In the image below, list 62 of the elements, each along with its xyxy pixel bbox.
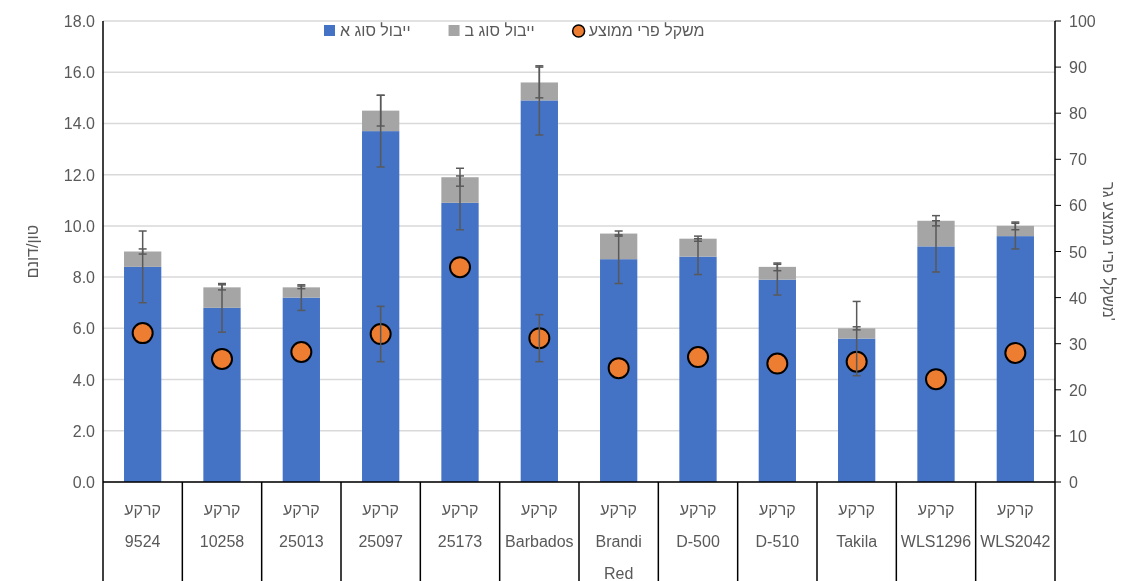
- bar: [203, 307, 241, 482]
- bar: [838, 328, 876, 339]
- y-tick-label: 12.0: [63, 166, 96, 184]
- y-tick-label: 4.0: [72, 371, 96, 389]
- y2-tick-label: 90: [1069, 59, 1087, 77]
- y2-tick-label: 0: [1069, 474, 1078, 491]
- bar: [996, 236, 1034, 482]
- point: [449, 256, 471, 279]
- y2-tick-label: 30: [1069, 335, 1087, 353]
- bar: [917, 220, 955, 247]
- point: [528, 327, 551, 350]
- point: [131, 322, 154, 345]
- y-tick-label: 18.0: [63, 13, 96, 30]
- bar: [441, 177, 479, 203]
- y2-axis-title: משקל פרי ממוצע גר': [1100, 182, 1117, 321]
- bar: [362, 131, 400, 482]
- bar: [758, 266, 796, 280]
- bar: [758, 279, 796, 482]
- y2-tick-label: 40: [1069, 289, 1087, 307]
- y-tick-label: 10.0: [63, 217, 96, 235]
- bar: [600, 233, 638, 260]
- bar: [124, 251, 162, 267]
- bar: [441, 202, 479, 482]
- bar: [520, 82, 558, 101]
- bar: [679, 256, 717, 482]
- bar: [520, 100, 558, 482]
- point: [369, 323, 392, 346]
- bar: [996, 225, 1034, 237]
- point: [925, 368, 947, 391]
- legend-label: ייבול סוג ב: [464, 22, 535, 39]
- y-tick-label: 0.0: [72, 474, 96, 491]
- y-tick-label: 6.0: [72, 320, 96, 338]
- point: [607, 357, 630, 380]
- bar: [282, 297, 320, 482]
- y-tick-label: 14.0: [63, 115, 96, 133]
- point: [1004, 341, 1027, 364]
- legend-label: משקל פרי ממוצע: [588, 22, 705, 39]
- y-tick-label: 2.0: [72, 422, 96, 440]
- y2-tick-label: 50: [1069, 243, 1087, 261]
- point: [290, 341, 313, 363]
- y2-tick-label: 70: [1069, 151, 1087, 169]
- bar: [838, 338, 876, 482]
- bar: [600, 259, 638, 482]
- y-axis-title: טון/דונם: [24, 224, 41, 279]
- point: [766, 352, 789, 375]
- point: [845, 350, 868, 373]
- y-tick-label: 16.0: [63, 64, 96, 82]
- bar: [362, 110, 400, 132]
- y-tick-label: 8.0: [72, 269, 96, 287]
- y2-tick-label: 20: [1069, 381, 1087, 399]
- bar: [917, 246, 955, 482]
- point: [211, 347, 233, 370]
- y2-tick-label: 60: [1069, 197, 1087, 215]
- bar: [282, 287, 320, 298]
- y2-tick-label: 100: [1069, 13, 1096, 30]
- bar: [203, 287, 241, 308]
- point: [687, 346, 709, 369]
- bar: [124, 266, 162, 482]
- legend-label: ייבול סוג א: [340, 22, 411, 39]
- y2-tick-label: 10: [1069, 427, 1087, 445]
- bar: [679, 238, 717, 257]
- y2-tick-label: 80: [1069, 105, 1087, 123]
